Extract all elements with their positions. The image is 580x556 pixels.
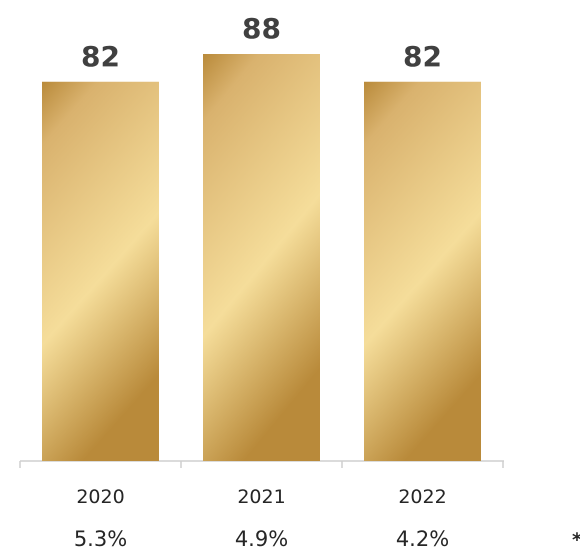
margin-value-2022: 4.2% [396,527,449,551]
bar-2020 [42,81,159,461]
data-label-2020: 82 [81,40,120,73]
x-tick-label-2022: 2022 [398,486,446,508]
bar-2021 [203,54,320,461]
data-label-2021: 88 [242,12,281,45]
margin-row-label: % רווח* [572,529,580,551]
x-tick-label-2021: 2021 [237,486,285,508]
data-label-2022: 82 [403,40,442,73]
margin-value-2020: 5.3% [74,527,127,551]
x-tick-label-2020: 2020 [76,486,124,508]
bar-2022 [364,81,481,461]
margin-value-2021: 4.9% [235,527,288,551]
